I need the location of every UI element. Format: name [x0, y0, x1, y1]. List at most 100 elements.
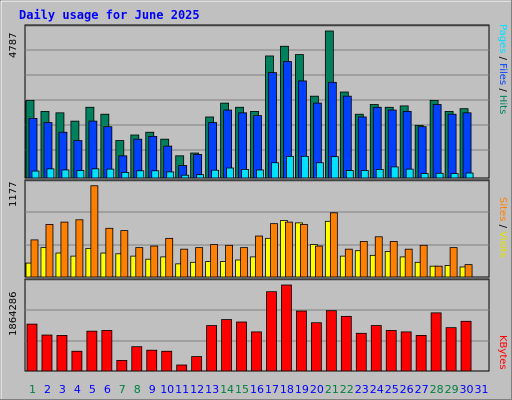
pages-bar-day-24 — [375, 169, 384, 179]
files-bar-day-29 — [447, 113, 457, 179]
x-label-day-15: 15 — [235, 383, 249, 396]
kbytes-bar-day-23 — [355, 332, 367, 372]
pages-bar-day-26 — [405, 168, 414, 179]
kbytes-bar-day-15 — [236, 321, 247, 372]
x-label-day-17: 17 — [265, 383, 279, 396]
pages-bar-day-14 — [226, 167, 234, 179]
x-label-day-30: 30 — [460, 383, 474, 396]
pages-bar-day-21 — [330, 156, 339, 179]
kbytes-bar-day-14 — [221, 319, 232, 372]
x-label-day-1: 1 — [29, 383, 36, 396]
files-bar-day-15 — [238, 112, 247, 179]
chart-title: Daily usage for June 2025 — [19, 8, 200, 22]
pages-bar-day-25 — [390, 166, 399, 179]
sites-bar-day-27 — [419, 244, 428, 278]
sites-bar-day-24 — [374, 236, 383, 278]
files-bar-day-17 — [268, 72, 277, 179]
files-bar-day-26 — [402, 111, 412, 179]
x-label-day-26: 26 — [400, 383, 414, 396]
x-label-day-19: 19 — [295, 383, 309, 396]
pages-bar-day-23 — [360, 170, 369, 179]
kbytes-bar-day-27 — [415, 335, 427, 372]
files-bar-day-1 — [28, 117, 38, 179]
pages-bar-day-9 — [151, 170, 160, 179]
kbytes-bar-day-17 — [266, 291, 277, 372]
x-label-day-18: 18 — [280, 383, 294, 396]
kbytes-bar-day-4 — [71, 350, 83, 372]
sites-bar-day-2 — [45, 224, 54, 278]
sites-bar-day-13 — [210, 244, 219, 278]
pages-bar-day-20 — [315, 162, 324, 179]
sites-bar-day-5 — [90, 185, 99, 278]
kbytes-bar-day-30 — [460, 320, 472, 372]
kbytes-bar-day-22 — [340, 315, 352, 372]
pages-bar-day-28 — [435, 172, 444, 179]
sites-bar-day-18 — [285, 221, 293, 278]
sites-bar-day-21 — [329, 212, 338, 278]
kbytes-bar-day-18 — [281, 284, 292, 372]
sites-bar-day-7 — [120, 230, 129, 278]
kbytes-bar-day-25 — [385, 330, 397, 372]
files-bar-day-30 — [462, 112, 472, 179]
pages-bar-day-29 — [450, 173, 459, 179]
kbytes-bar-day-19 — [296, 310, 307, 372]
kbytes-bar-day-20 — [310, 322, 322, 372]
x-label-day-12: 12 — [190, 383, 204, 396]
sites-bar-day-20 — [314, 245, 323, 278]
kbytes-bar-day-2 — [41, 334, 53, 372]
sites-bar-day-29 — [449, 247, 458, 278]
sites-bar-day-1 — [30, 239, 39, 278]
x-label-day-21: 21 — [325, 383, 339, 396]
sites-bar-day-11 — [180, 248, 189, 278]
sites-bar-day-4 — [75, 219, 84, 278]
sites-bar-day-12 — [195, 247, 204, 278]
x-label-day-2: 2 — [44, 383, 51, 396]
kbytes-bar-day-10 — [161, 350, 173, 372]
sites-bar-day-9 — [150, 245, 159, 278]
pages-bar-day-27 — [420, 173, 429, 179]
sites-bar-day-25 — [389, 241, 398, 278]
x-label-day-22: 22 — [340, 383, 354, 396]
x-label-day-24: 24 — [370, 383, 384, 396]
pages-bar-day-4 — [76, 170, 85, 179]
x-label-day-3: 3 — [59, 383, 66, 396]
pages-bar-day-22 — [345, 170, 354, 179]
kbytes-bar-day-21 — [325, 310, 337, 372]
sites-bar-day-23 — [359, 241, 368, 278]
pages-bar-day-3 — [61, 169, 70, 179]
kbytes-bar-day-26 — [400, 331, 412, 372]
sites-bar-day-3 — [60, 221, 69, 278]
pages-bar-day-13 — [211, 169, 220, 179]
sites-bar-day-30 — [464, 264, 473, 278]
files-bar-day-16 — [253, 115, 262, 179]
kbytes-bar-day-7 — [116, 360, 128, 372]
pages-bar-day-11 — [181, 174, 190, 179]
sites-bar-day-15 — [240, 247, 248, 278]
pages-bar-day-1 — [31, 170, 40, 179]
x-label-day-27: 27 — [415, 383, 429, 396]
x-label-day-5: 5 — [89, 383, 96, 396]
kbytes-bar-day-11 — [176, 364, 188, 372]
x-label-day-14: 14 — [220, 383, 234, 396]
pages-bar-day-6 — [106, 168, 115, 179]
kbytes-bar-day-5 — [86, 330, 98, 372]
x-label-day-31: 31 — [475, 383, 489, 396]
sites-bar-day-17 — [270, 223, 278, 278]
pages-bar-day-15 — [241, 169, 249, 179]
kbytes-bar-day-13 — [206, 325, 218, 372]
x-label-day-10: 10 — [160, 383, 174, 396]
kbytes-bar-day-1 — [26, 323, 38, 372]
sites-bar-day-28 — [434, 265, 443, 278]
kbytes-bar-day-16 — [251, 331, 262, 372]
x-label-day-13: 13 — [205, 383, 219, 396]
x-label-day-25: 25 — [385, 383, 399, 396]
kbytes-bar-day-28 — [430, 312, 442, 372]
pages-bar-day-18 — [286, 155, 294, 179]
sites-bar-day-19 — [300, 224, 308, 278]
sites-bar-day-26 — [404, 248, 413, 278]
kbytes-bar-day-8 — [131, 346, 143, 372]
pages-bar-day-19 — [301, 155, 309, 179]
files-bar-day-27 — [417, 126, 427, 179]
